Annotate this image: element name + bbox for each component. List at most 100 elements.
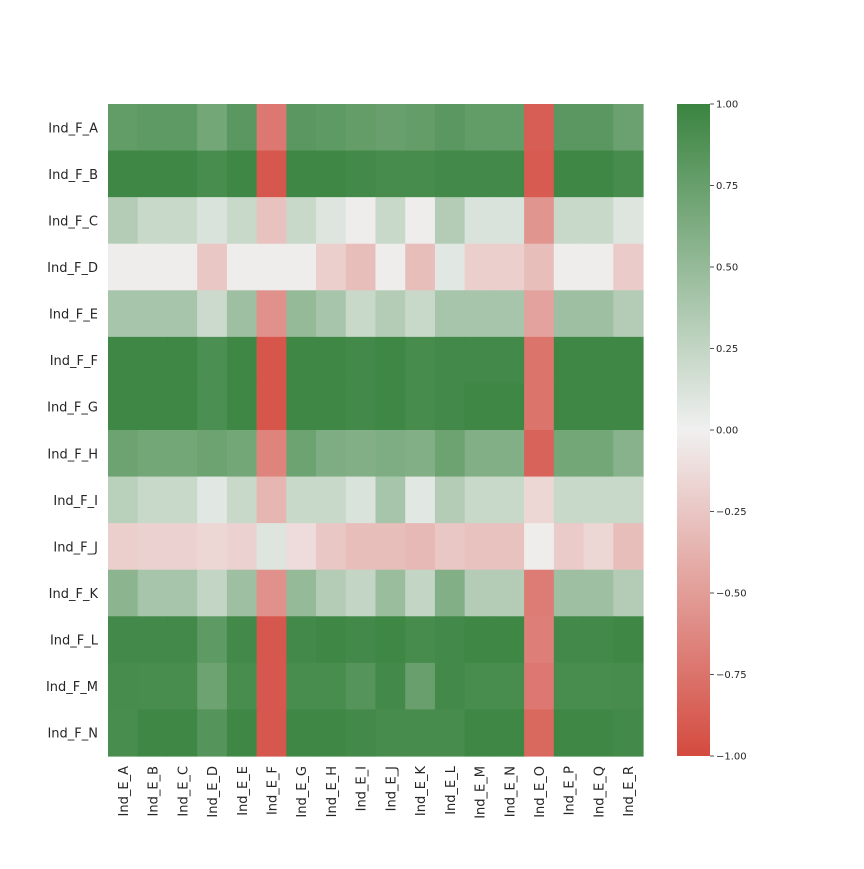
heatmap-cell bbox=[108, 383, 139, 431]
column-label: Ind_E_E bbox=[236, 766, 251, 816]
heatmap-cell bbox=[316, 150, 347, 198]
heatmap-cell bbox=[137, 383, 169, 431]
heatmap-cell bbox=[613, 243, 644, 291]
heatmap-cell bbox=[375, 662, 406, 711]
heatmap-cell bbox=[256, 616, 287, 664]
heatmap-cell bbox=[137, 662, 169, 711]
heatmap-cell bbox=[464, 104, 495, 152]
heatmap-cell bbox=[137, 476, 169, 524]
heatmap-cell bbox=[434, 476, 466, 524]
heatmap-cell bbox=[137, 197, 169, 245]
column-label: Ind_E_K bbox=[414, 766, 429, 817]
heatmap-cell bbox=[494, 150, 525, 198]
heatmap-cell bbox=[494, 616, 525, 664]
heatmap-cell bbox=[613, 150, 644, 198]
heatmap-cell bbox=[167, 569, 198, 617]
heatmap-cell bbox=[108, 150, 139, 198]
heatmap-cell bbox=[256, 709, 287, 757]
colorbar-tick-label: 1.00 bbox=[716, 100, 738, 111]
heatmap-cell bbox=[524, 243, 555, 291]
heatmap-cell bbox=[197, 197, 228, 245]
heatmap-cell bbox=[613, 383, 644, 431]
row-label: Ind_F_C bbox=[48, 214, 98, 229]
heatmap-cell bbox=[137, 523, 169, 571]
heatmap-cell bbox=[524, 430, 555, 478]
colorbar-tick-label: 0.75 bbox=[716, 181, 738, 192]
heatmap-cell bbox=[226, 709, 258, 757]
heatmap-cell bbox=[256, 569, 287, 617]
column-label: Ind_E_A bbox=[117, 766, 132, 817]
heatmap-cell bbox=[553, 662, 585, 711]
heatmap-cell bbox=[583, 197, 614, 245]
heatmap-cell bbox=[256, 662, 287, 711]
heatmap-cell bbox=[583, 383, 614, 431]
column-label: Ind_E_H bbox=[325, 766, 340, 817]
heatmap-cell bbox=[434, 243, 466, 291]
heatmap-cell bbox=[137, 336, 169, 385]
heatmap-cell bbox=[405, 104, 436, 152]
heatmap-cell bbox=[108, 243, 139, 291]
heatmap-cell bbox=[226, 523, 258, 571]
column-label: Ind_E_I bbox=[355, 766, 370, 811]
heatmap-cell bbox=[345, 197, 377, 245]
row-label: Ind_F_B bbox=[48, 168, 98, 183]
heatmap-cell bbox=[375, 197, 406, 245]
heatmap-cell bbox=[108, 616, 139, 664]
heatmap-cell bbox=[405, 430, 436, 478]
row-label: Ind_F_G bbox=[47, 401, 98, 416]
heatmap-cell bbox=[345, 709, 377, 757]
heatmap-cell bbox=[286, 383, 317, 431]
heatmap-cell bbox=[375, 243, 406, 291]
heatmap-cell bbox=[197, 290, 228, 338]
heatmap-cell bbox=[197, 150, 228, 198]
heatmap-cell bbox=[226, 150, 258, 198]
heatmap-cell bbox=[583, 104, 614, 152]
heatmap-cell bbox=[434, 290, 466, 338]
heatmap-cell bbox=[434, 430, 466, 478]
heatmap-cell bbox=[524, 336, 555, 385]
heatmap-cell bbox=[464, 383, 495, 431]
heatmap-cell bbox=[464, 662, 495, 711]
heatmap-cell bbox=[167, 290, 198, 338]
heatmap-cell bbox=[464, 150, 495, 198]
row-label: Ind_F_K bbox=[49, 587, 99, 602]
heatmap-cell bbox=[137, 150, 169, 198]
row-label: Ind_F_H bbox=[47, 447, 98, 462]
heatmap-cell bbox=[583, 523, 614, 571]
heatmap-cell bbox=[405, 662, 436, 711]
heatmap-cell bbox=[613, 476, 644, 524]
heatmap-cell bbox=[137, 243, 169, 291]
row-label: Ind_F_J bbox=[53, 540, 98, 555]
heatmap-cell bbox=[197, 569, 228, 617]
heatmap-cell bbox=[553, 290, 585, 338]
heatmap-cell bbox=[375, 104, 406, 152]
heatmap-cell bbox=[494, 569, 525, 617]
colorbar-tick-label: −0.75 bbox=[716, 670, 747, 681]
heatmap-cell bbox=[464, 430, 495, 478]
heatmap-cell bbox=[286, 430, 317, 478]
heatmap-cell bbox=[375, 616, 406, 664]
heatmap-cell bbox=[197, 243, 228, 291]
heatmap-cell bbox=[464, 336, 495, 385]
column-label: Ind_E_G bbox=[295, 766, 310, 818]
heatmap-cell bbox=[553, 150, 585, 198]
column-label: Ind_E_D bbox=[206, 766, 221, 818]
heatmap-cell bbox=[316, 430, 347, 478]
heatmap-cell bbox=[583, 243, 614, 291]
heatmap-cell bbox=[286, 336, 317, 385]
heatmap-cell bbox=[464, 197, 495, 245]
heatmap-cell bbox=[524, 709, 555, 757]
heatmap-cell bbox=[405, 383, 436, 431]
heatmap-cell bbox=[613, 709, 644, 757]
heatmap-cell bbox=[137, 290, 169, 338]
heatmap-cell bbox=[583, 709, 614, 757]
heatmap-cell bbox=[167, 104, 198, 152]
heatmap-cell bbox=[167, 383, 198, 431]
heatmap-cell bbox=[434, 336, 466, 385]
heatmap-cell bbox=[494, 476, 525, 524]
heatmap-cell bbox=[613, 662, 644, 711]
heatmap-cell bbox=[167, 336, 198, 385]
heatmap-cell bbox=[286, 197, 317, 245]
heatmap-cell bbox=[494, 104, 525, 152]
